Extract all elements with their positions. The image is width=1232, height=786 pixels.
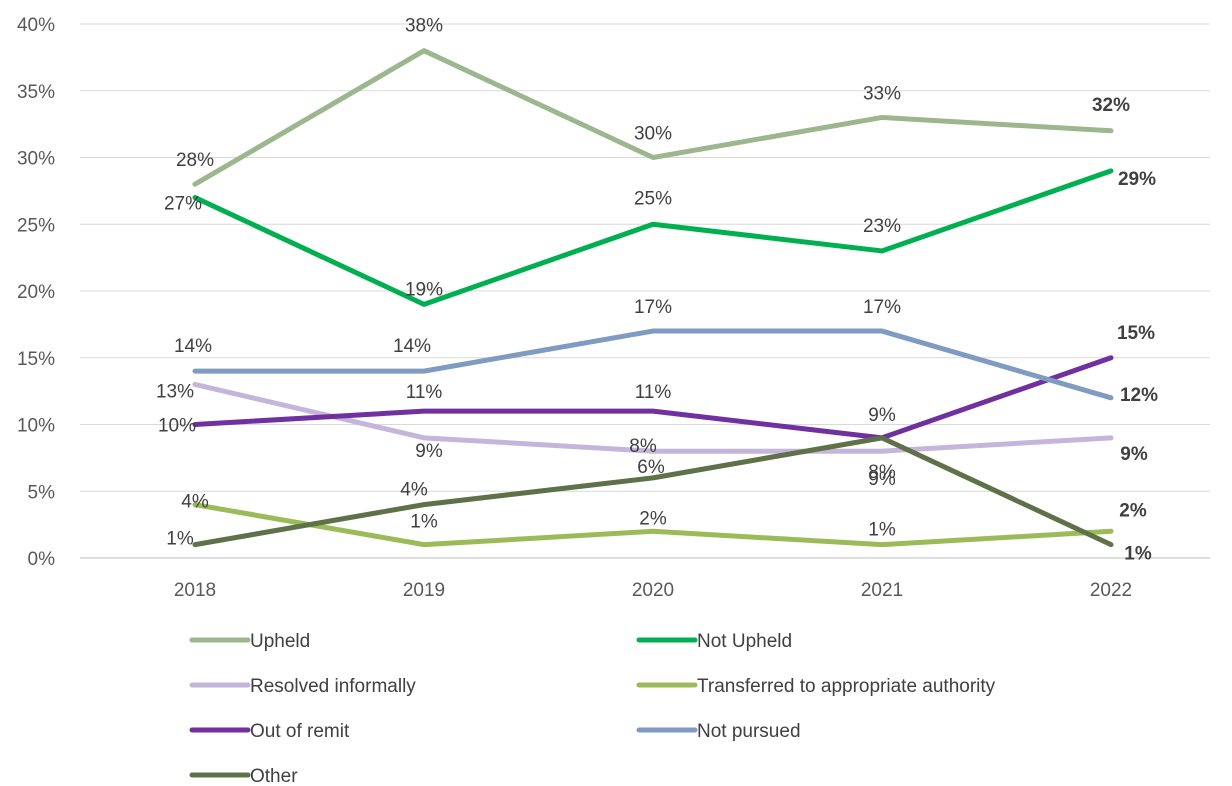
x-tick-label: 2021: [861, 580, 903, 601]
x-tick-label: 2020: [632, 580, 674, 601]
data-label: 1%: [166, 529, 194, 550]
legend-label: Resolved informally: [250, 676, 416, 697]
data-label: 2%: [1119, 500, 1147, 521]
y-tick-label: 20%: [17, 282, 55, 303]
data-label: 28%: [176, 150, 214, 171]
y-tick-label: 5%: [28, 482, 56, 503]
y-tick-label: 15%: [17, 349, 55, 370]
y-tick-label: 30%: [17, 149, 55, 170]
series-line: [192, 435, 1114, 548]
data-label: 38%: [405, 16, 443, 37]
y-axis: 0% 5% 10% 15% 20% 25% 30% 35% 40%: [17, 15, 55, 570]
data-label: 17%: [634, 297, 672, 318]
series-line: [192, 355, 1114, 441]
y-tick-label: 0%: [28, 549, 56, 570]
data-label: 25%: [634, 188, 672, 209]
legend-label: Other: [250, 766, 298, 786]
legend-label: Not pursued: [697, 721, 801, 742]
series-line: [192, 381, 1114, 454]
data-label: 11%: [406, 382, 443, 403]
data-label: 10%: [158, 416, 196, 437]
data-label: 9%: [415, 441, 443, 462]
series-line: [192, 168, 1114, 307]
data-label: 11%: [635, 382, 672, 403]
data-label: 4%: [181, 492, 209, 513]
y-tick-label: 35%: [17, 82, 55, 103]
x-tick-label: 2018: [174, 580, 216, 601]
data-label: 8%: [868, 462, 896, 483]
data-label: 8%: [629, 436, 657, 457]
x-tick-label: 2019: [403, 580, 445, 601]
data-label: 17%: [863, 297, 901, 318]
data-label: 6%: [637, 457, 665, 478]
data-label: 30%: [634, 124, 672, 145]
data-label: 33%: [863, 83, 901, 104]
data-label: 9%: [1120, 444, 1148, 465]
data-label: 4%: [400, 480, 428, 501]
data-labels: 28%38%30%33%32%27%19%25%23%29%13%9% 8%8%9…: [156, 16, 1158, 565]
y-tick-label: 40%: [17, 15, 55, 36]
legend-label: Not Upheld: [697, 631, 792, 652]
y-tick-label: 10%: [17, 416, 55, 437]
data-label: 9%: [868, 469, 896, 490]
data-label: 23%: [863, 216, 901, 237]
data-label: 9%: [868, 405, 896, 426]
data-label: 32%: [1092, 95, 1130, 116]
series-lines: [192, 48, 1114, 548]
data-label: 27%: [164, 194, 202, 215]
legend-label: Upheld: [250, 631, 310, 652]
data-label: 15%: [1117, 323, 1155, 344]
data-label: 13%: [156, 381, 194, 402]
series-line: [192, 48, 1114, 187]
x-tick-label: 2022: [1090, 580, 1132, 601]
legend: Upheld Not Upheld Resolved informally Trans…: [189, 631, 996, 786]
data-label: 2%: [639, 508, 667, 529]
data-label: 1%: [868, 520, 896, 541]
data-label: 12%: [1120, 385, 1158, 406]
legend-label: Transferred to appropriate authority: [697, 676, 996, 697]
y-tick-label: 25%: [17, 215, 55, 236]
data-label: 29%: [1118, 169, 1156, 190]
legend-label: Out of remit: [250, 721, 350, 742]
gridlines: [80, 23, 1210, 559]
data-label: 1%: [410, 512, 438, 533]
data-label: 14%: [174, 336, 212, 357]
series-line: [192, 328, 1114, 401]
series-line: [192, 502, 1114, 548]
data-label: 14%: [393, 336, 431, 357]
data-label: 19%: [405, 279, 443, 300]
x-axis: 2018 2019 2020 2021 2022: [174, 580, 1132, 601]
data-label: 1%: [1124, 544, 1152, 565]
